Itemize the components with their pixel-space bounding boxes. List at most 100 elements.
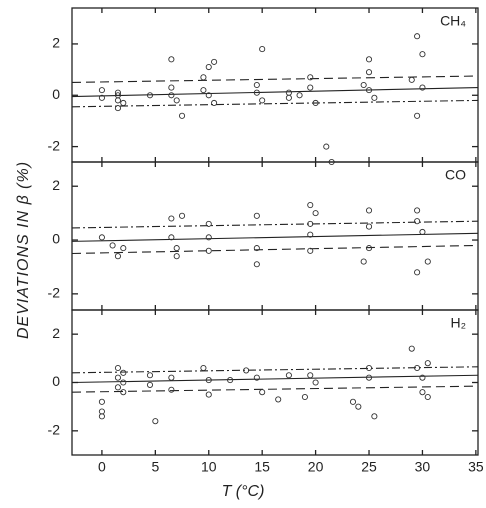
- data-point: [365, 374, 373, 381]
- data-point: [259, 46, 266, 53]
- data-point: [312, 379, 319, 386]
- data-point: [120, 369, 127, 376]
- data-point: [307, 202, 314, 209]
- data-point: [307, 231, 314, 238]
- data-point: [114, 89, 121, 96]
- y-tick-label: 0: [52, 86, 60, 102]
- data-point: [205, 234, 212, 241]
- reference-line: [71, 232, 479, 242]
- y-tick-label: 2: [52, 177, 60, 193]
- data-point: [98, 398, 105, 405]
- data-point: [424, 393, 431, 401]
- data-point: [114, 105, 121, 112]
- data-point: [120, 389, 127, 396]
- data-point: [173, 97, 180, 104]
- data-point: [307, 74, 314, 81]
- data-point: [114, 364, 121, 372]
- panel-label: CH₄: [440, 13, 466, 29]
- reference-line: [71, 87, 479, 98]
- y-tick-label: 0: [52, 231, 60, 247]
- data-point: [253, 81, 260, 89]
- data-point: [168, 92, 175, 99]
- x-tick-label: 35: [468, 459, 484, 475]
- data-point: [259, 389, 266, 396]
- data-point: [98, 87, 105, 94]
- data-point: [365, 69, 373, 76]
- y-tick-label: -2: [48, 137, 61, 153]
- panel-label: H₂: [450, 315, 466, 331]
- data-point: [371, 94, 378, 101]
- data-point: [114, 97, 121, 104]
- data-point: [152, 418, 159, 425]
- y-axis-label: DEVIATIONS IN β (%): [15, 161, 32, 339]
- data-point: [173, 245, 180, 252]
- data-point: [365, 245, 373, 252]
- data-point: [211, 99, 218, 107]
- data-point: [414, 218, 421, 225]
- data-point: [109, 242, 116, 249]
- data-point: [408, 76, 415, 83]
- reference-line: [71, 374, 479, 384]
- data-point: [285, 372, 292, 379]
- data-point: [253, 374, 260, 381]
- data-point: [285, 94, 292, 101]
- panel-frame: [71, 7, 479, 163]
- data-point: [200, 74, 207, 81]
- x-tick-label: 25: [361, 459, 377, 475]
- data-point: [323, 143, 330, 150]
- data-point: [275, 396, 282, 403]
- y-tick-label: -2: [48, 422, 61, 438]
- data-point: [205, 220, 212, 227]
- data-point: [168, 215, 175, 222]
- data-point: [259, 97, 266, 104]
- data-point: [243, 367, 250, 374]
- data-point: [168, 234, 175, 241]
- data-point: [205, 63, 212, 71]
- x-axis-label: T (°C): [222, 483, 265, 500]
- data-point: [419, 389, 426, 396]
- data-point: [408, 345, 415, 352]
- data-point: [414, 269, 421, 276]
- data-point: [301, 393, 308, 401]
- reference-line: [71, 99, 479, 108]
- data-point: [253, 89, 260, 96]
- data-point: [168, 386, 175, 393]
- data-point: [205, 92, 212, 99]
- data-point: [307, 247, 314, 254]
- data-point: [371, 413, 378, 420]
- data-point: [365, 207, 373, 214]
- x-tick-label: 20: [308, 459, 324, 475]
- data-point: [365, 56, 373, 63]
- data-point: [98, 234, 105, 241]
- data-point: [424, 258, 431, 265]
- data-point: [360, 81, 367, 89]
- data-point: [365, 364, 373, 372]
- data-point: [120, 99, 127, 107]
- data-point: [419, 228, 426, 236]
- data-point: [98, 94, 105, 101]
- data-point: [178, 212, 186, 219]
- data-point: [98, 413, 105, 420]
- x-tick-label: 30: [415, 459, 431, 475]
- data-point: [205, 247, 212, 254]
- data-point: [253, 212, 260, 219]
- data-point: [146, 372, 154, 379]
- data-point: [414, 207, 421, 214]
- data-point: [365, 223, 373, 230]
- data-point: [178, 112, 186, 119]
- data-point: [349, 398, 357, 405]
- data-point: [120, 245, 127, 252]
- data-point: [419, 84, 426, 91]
- data-point: [205, 391, 212, 398]
- data-point: [312, 99, 319, 107]
- data-point: [173, 253, 180, 260]
- data-point: [307, 220, 314, 227]
- y-tick-label: -2: [48, 285, 61, 301]
- reference-line: [71, 366, 479, 374]
- data-point: [168, 84, 175, 91]
- data-point: [414, 112, 421, 119]
- data-point: [285, 89, 292, 96]
- data-point: [114, 384, 121, 391]
- panel-frame: [71, 309, 479, 456]
